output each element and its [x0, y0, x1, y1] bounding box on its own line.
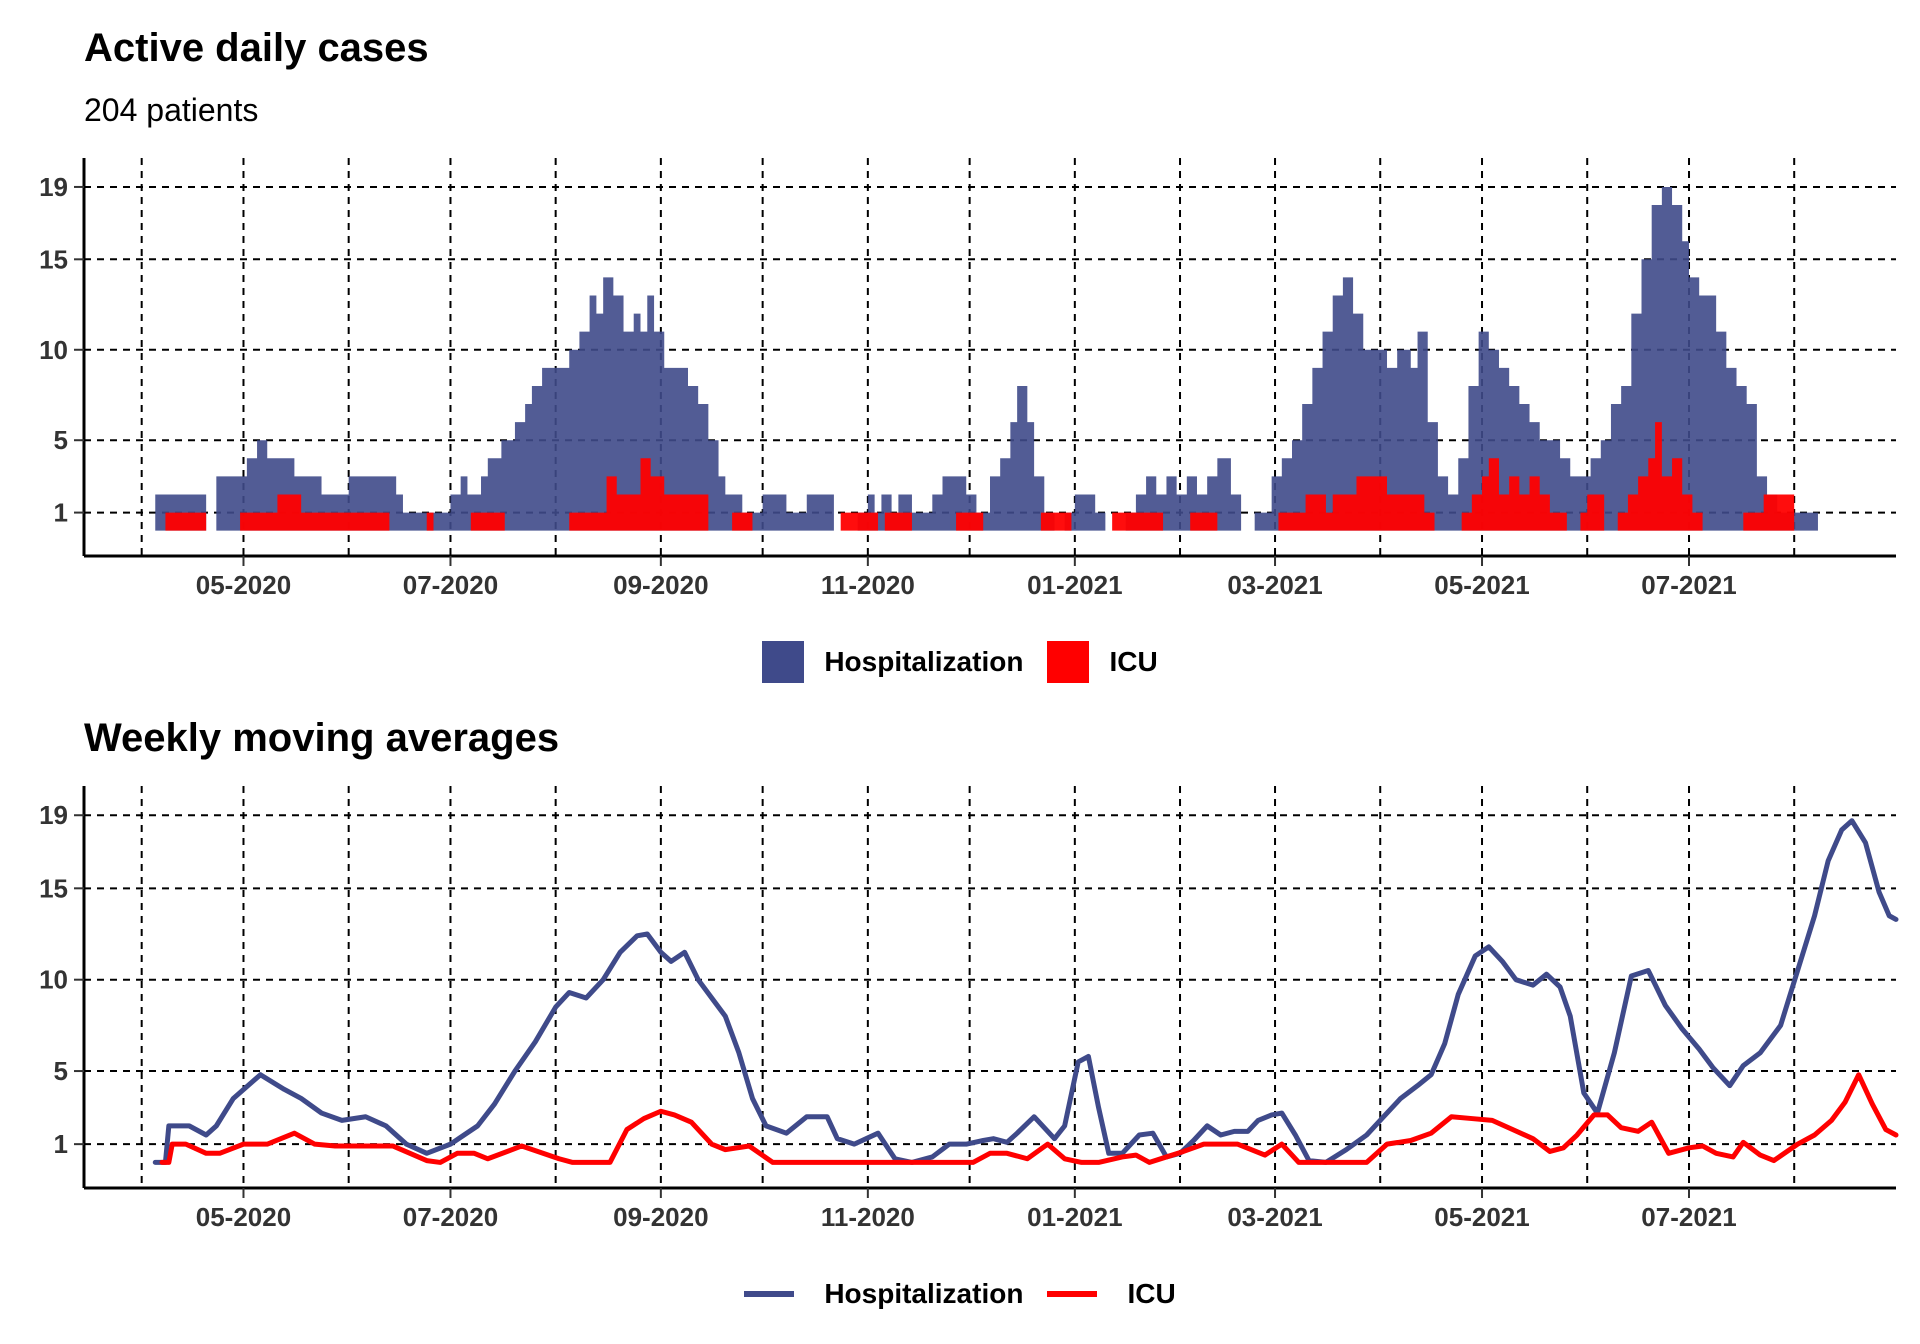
chart-1-title: Active daily cases [84, 26, 429, 70]
legend-line-icu [1047, 1291, 1098, 1297]
y-tick-label: 19 [39, 172, 68, 202]
x-tick-label: 03-2021 [1227, 1202, 1322, 1232]
area-series-hospitalization [155, 186, 1818, 531]
legend-swatch-hospitalization [762, 641, 805, 683]
legend-swatch-icu [1047, 641, 1090, 683]
y-tick-label: 1 [54, 498, 68, 528]
x-tick-label: 07-2020 [403, 1202, 498, 1232]
x-tick-label: 01-2021 [1027, 570, 1122, 600]
chart-2-title: Weekly moving averages [84, 716, 560, 760]
x-tick-label: 07-2021 [1641, 570, 1736, 600]
line-series-icu [159, 1072, 1899, 1165]
x-tick-label: 07-2020 [403, 570, 498, 600]
y-tick-label: 5 [54, 1056, 68, 1086]
y-tick-label: 10 [39, 335, 68, 365]
area-series-icu [158, 422, 1795, 531]
y-tick-label: 10 [39, 965, 68, 995]
legend-line-hospitalization [744, 1291, 795, 1297]
x-tick-label: 05-2020 [196, 570, 291, 600]
x-tick-label: 05-2020 [196, 1202, 291, 1232]
chart-1-legend: Hospitalization ICU [0, 641, 1920, 683]
legend-label-icu-line: ICU [1127, 1278, 1176, 1309]
y-tick-label: 15 [39, 244, 68, 274]
x-tick-label: 01-2021 [1027, 1202, 1122, 1232]
legend-item-icu-line: ICU [1047, 1278, 1176, 1310]
chart-1-subtitle: 204 patients [84, 92, 259, 128]
legend-label-icu: ICU [1109, 646, 1158, 677]
y-tick-label: 19 [39, 800, 68, 830]
legend-item-hospitalization: Hospitalization [762, 641, 1023, 683]
x-tick-label: 11-2020 [821, 1202, 915, 1232]
x-tick-label: 09-2020 [613, 1202, 708, 1232]
chart-2-legend: Hospitalization ICU [0, 1278, 1920, 1310]
y-tick-label: 5 [54, 425, 68, 455]
x-tick-label: 11-2020 [821, 570, 915, 600]
y-tick-label: 15 [39, 873, 68, 903]
x-tick-label: 05-2021 [1434, 570, 1529, 600]
x-tick-label: 07-2021 [1641, 1202, 1736, 1232]
x-tick-label: 09-2020 [613, 570, 708, 600]
x-tick-label: 05-2021 [1434, 1202, 1529, 1232]
x-tick-label: 03-2021 [1227, 570, 1322, 600]
line-series-hospitalization [152, 818, 1899, 1165]
legend-label-hospitalization-line: Hospitalization [824, 1278, 1024, 1309]
y-tick-label: 1 [54, 1129, 68, 1159]
legend-label-hospitalization: Hospitalization [824, 646, 1024, 677]
legend-item-hospitalization-line: Hospitalization [744, 1278, 1023, 1310]
legend-item-icu: ICU [1047, 641, 1158, 683]
